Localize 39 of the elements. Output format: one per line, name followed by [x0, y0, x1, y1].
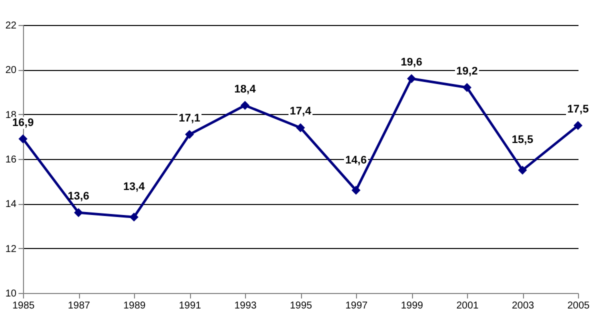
data-label: 18,4	[234, 83, 257, 96]
point	[185, 130, 194, 139]
x-tick-label: 1993	[234, 300, 258, 312]
data-label: 15,5	[512, 134, 534, 146]
point	[407, 74, 416, 84]
point	[240, 100, 250, 110]
x-tick-label: 1999	[400, 300, 424, 312]
point	[352, 186, 360, 195]
x-tick-label: 1985	[12, 300, 36, 312]
y-tick-label: 22	[5, 20, 17, 32]
y-tick-label: 16	[5, 154, 17, 166]
data-label: 16,9	[12, 116, 34, 129]
data-label: 13,6	[68, 190, 90, 203]
x-tick-label: 1989	[123, 300, 146, 312]
y-tick-label: 14	[5, 199, 17, 210]
data-label: 13,4	[123, 181, 146, 194]
data-label: 14,6	[345, 154, 367, 166]
point	[296, 123, 305, 132]
point	[574, 121, 582, 130]
data-label: 19,6	[400, 56, 422, 69]
point	[130, 212, 138, 222]
x-tick-label: 1987	[68, 300, 91, 312]
x-tick-label: 1997	[345, 300, 368, 312]
x-tick-label: 1991	[178, 300, 202, 312]
y-tick-label: 20	[5, 65, 17, 76]
point	[518, 166, 527, 175]
x-tick-label: 1995	[290, 300, 313, 312]
x-tick-label: 2001	[456, 300, 480, 312]
data-label: 17,1	[178, 112, 200, 124]
data-label: 19,2	[456, 66, 478, 78]
data-label: 17,4	[290, 106, 312, 118]
point	[74, 208, 83, 218]
x-tick-label: 2003	[512, 300, 535, 312]
point	[462, 83, 472, 92]
y-tick-label: 10	[5, 288, 17, 300]
y-tick-label: 12	[5, 244, 17, 255]
x-tick-label: 2005	[567, 300, 590, 312]
data-label: 17,5	[567, 104, 589, 116]
point	[18, 134, 28, 144]
